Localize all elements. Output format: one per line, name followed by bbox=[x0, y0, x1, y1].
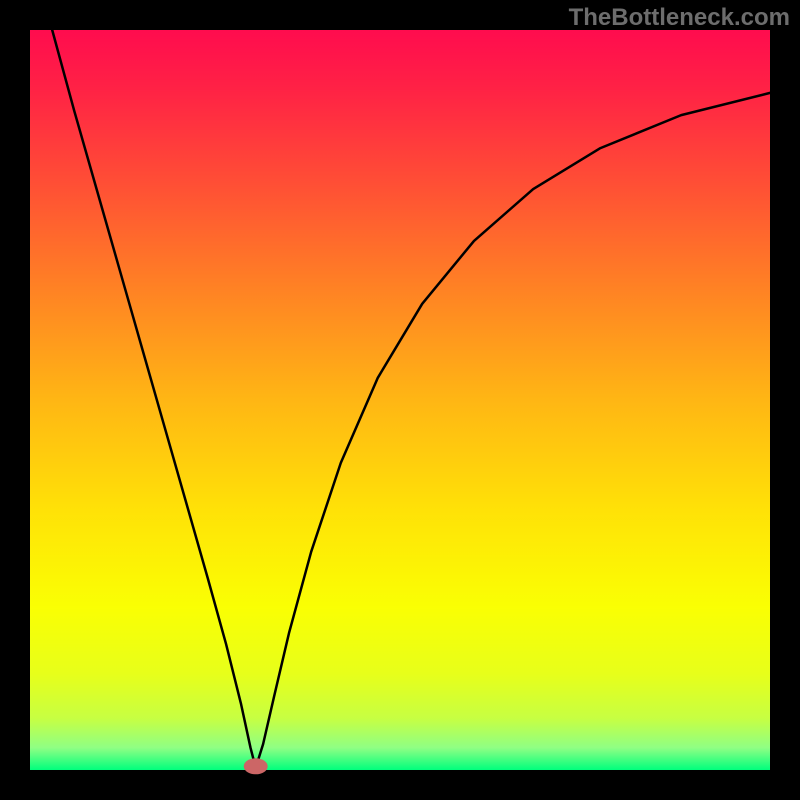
plot-background bbox=[30, 30, 770, 770]
minimum-marker bbox=[244, 758, 268, 774]
plot-svg bbox=[0, 0, 800, 800]
watermark-text: TheBottleneck.com bbox=[569, 4, 790, 32]
bottleneck-chart: TheBottleneck.com bbox=[0, 0, 800, 800]
